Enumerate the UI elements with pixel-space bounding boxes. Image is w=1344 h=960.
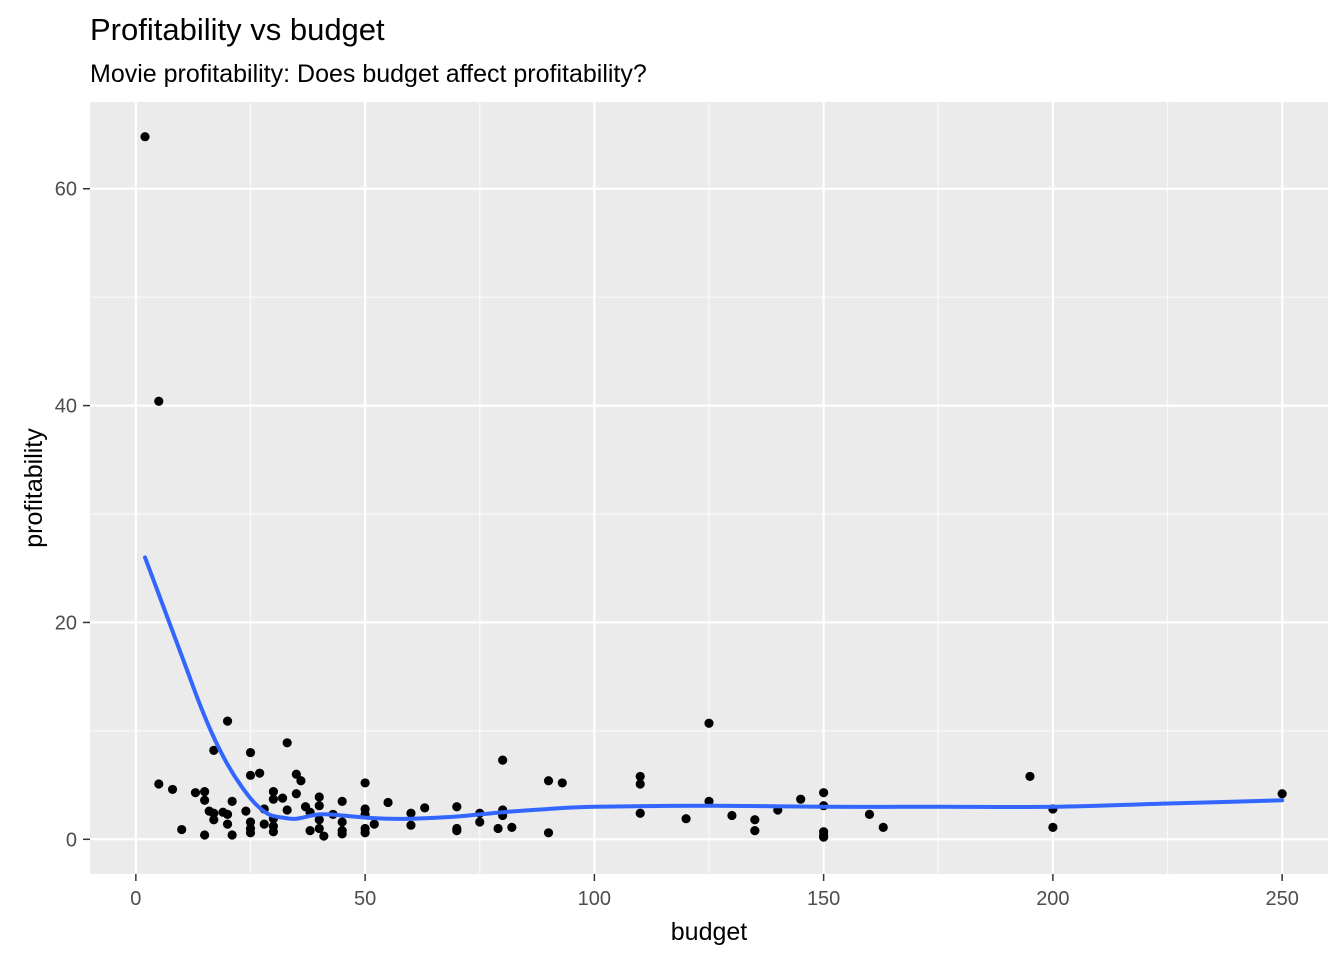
data-point [819, 788, 829, 798]
data-point [337, 817, 347, 827]
x-axis-title: budget [671, 918, 748, 946]
data-point [796, 794, 806, 804]
data-point [452, 826, 462, 836]
x-tick-label: 250 [1265, 888, 1298, 910]
chart-subtitle: Movie profitability: Does budget affect … [90, 60, 647, 88]
data-point [282, 805, 292, 815]
data-point [704, 718, 714, 728]
data-point [420, 803, 430, 813]
data-point [314, 792, 324, 802]
x-tick-label: 100 [578, 888, 611, 910]
data-point [268, 786, 279, 797]
data-point [864, 809, 875, 819]
data-point [200, 830, 210, 840]
data-points [140, 132, 1287, 842]
tick-labels: 0 50 100 150 200 250 0 20 40 60 [55, 179, 1299, 910]
data-point [681, 814, 691, 824]
data-point [200, 786, 210, 797]
y-tick-label: 20 [55, 612, 77, 634]
data-point [296, 776, 306, 786]
data-point [291, 769, 301, 779]
data-point [154, 779, 164, 789]
x-tick-label: 200 [1036, 888, 1069, 910]
data-point [750, 815, 760, 825]
data-point [498, 755, 508, 765]
data-point [227, 796, 237, 806]
data-point [245, 747, 256, 758]
data-point [209, 815, 219, 825]
data-point [268, 794, 279, 804]
data-point [277, 793, 288, 803]
data-point [268, 827, 279, 837]
data-point [222, 819, 233, 829]
data-point [727, 810, 737, 821]
data-point [750, 826, 760, 836]
data-point [360, 828, 370, 838]
data-point [209, 808, 219, 818]
data-point [255, 768, 265, 778]
data-point [259, 819, 269, 829]
data-point [543, 828, 554, 838]
data-point [406, 808, 416, 818]
data-point [314, 801, 324, 811]
x-tick-label: 150 [807, 888, 840, 910]
y-tick-label: 40 [55, 396, 77, 418]
data-point [337, 829, 347, 839]
data-point [452, 802, 462, 812]
data-point [222, 716, 233, 726]
data-point [704, 796, 714, 806]
data-point [1025, 771, 1035, 782]
data-point [245, 817, 256, 827]
data-point [1277, 789, 1287, 799]
x-tick-label: 0 [130, 888, 141, 910]
data-point [493, 823, 503, 834]
y-tick-label: 0 [66, 829, 77, 851]
data-point [291, 789, 301, 799]
data-point [383, 797, 393, 808]
x-tick-label: 50 [354, 888, 376, 910]
data-point [635, 771, 645, 782]
data-point [635, 808, 645, 818]
data-point [305, 826, 315, 836]
data-point [314, 815, 324, 825]
data-point [314, 823, 324, 834]
data-point [369, 819, 379, 829]
data-point [475, 817, 485, 827]
data-point [635, 779, 645, 789]
y-tick-label: 60 [55, 179, 77, 201]
data-point [1048, 822, 1058, 832]
smooth-trend-line [143, 555, 1285, 821]
chart-title: Profitability vs budget [90, 12, 385, 47]
data-point [319, 831, 329, 841]
data-point [190, 788, 201, 798]
data-point [209, 745, 219, 755]
data-point [406, 820, 416, 830]
data-point [360, 778, 370, 788]
data-point [241, 806, 251, 816]
y-axis-title: profitability [20, 428, 48, 548]
data-point [140, 132, 150, 142]
data-point [557, 778, 567, 788]
data-point [337, 796, 347, 806]
data-point [507, 822, 517, 832]
data-point [167, 784, 178, 795]
data-point [222, 809, 233, 819]
data-point [282, 738, 292, 748]
data-point [177, 824, 187, 835]
axis-ticks [83, 187, 1283, 881]
data-point [245, 770, 256, 780]
data-point [227, 830, 237, 840]
data-point [154, 396, 164, 406]
major-grid [90, 102, 1328, 874]
data-point [878, 822, 888, 832]
data-point [200, 795, 210, 805]
data-point [543, 776, 554, 786]
data-point [819, 832, 829, 842]
data-point [245, 828, 256, 838]
minor-grid [90, 102, 1328, 874]
